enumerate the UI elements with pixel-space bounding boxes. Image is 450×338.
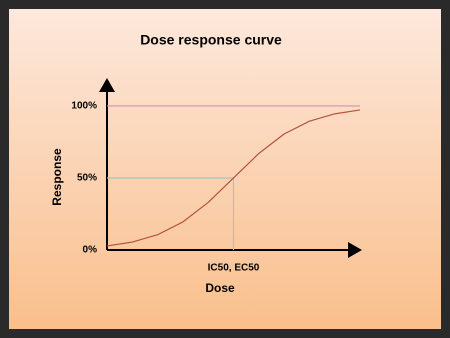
y-tick-label: 0%	[83, 245, 98, 256]
x-tick-label: IC50, EC50	[208, 263, 260, 274]
y-tick-label: 100%	[71, 101, 97, 112]
y-axis-title: Response	[50, 148, 64, 206]
chart-title: Dose response curve	[140, 32, 282, 48]
slide-background	[9, 9, 441, 329]
x-axis-title: Dose	[205, 281, 235, 295]
y-tick-label: 50%	[77, 173, 97, 184]
response-curve	[106, 109, 361, 247]
